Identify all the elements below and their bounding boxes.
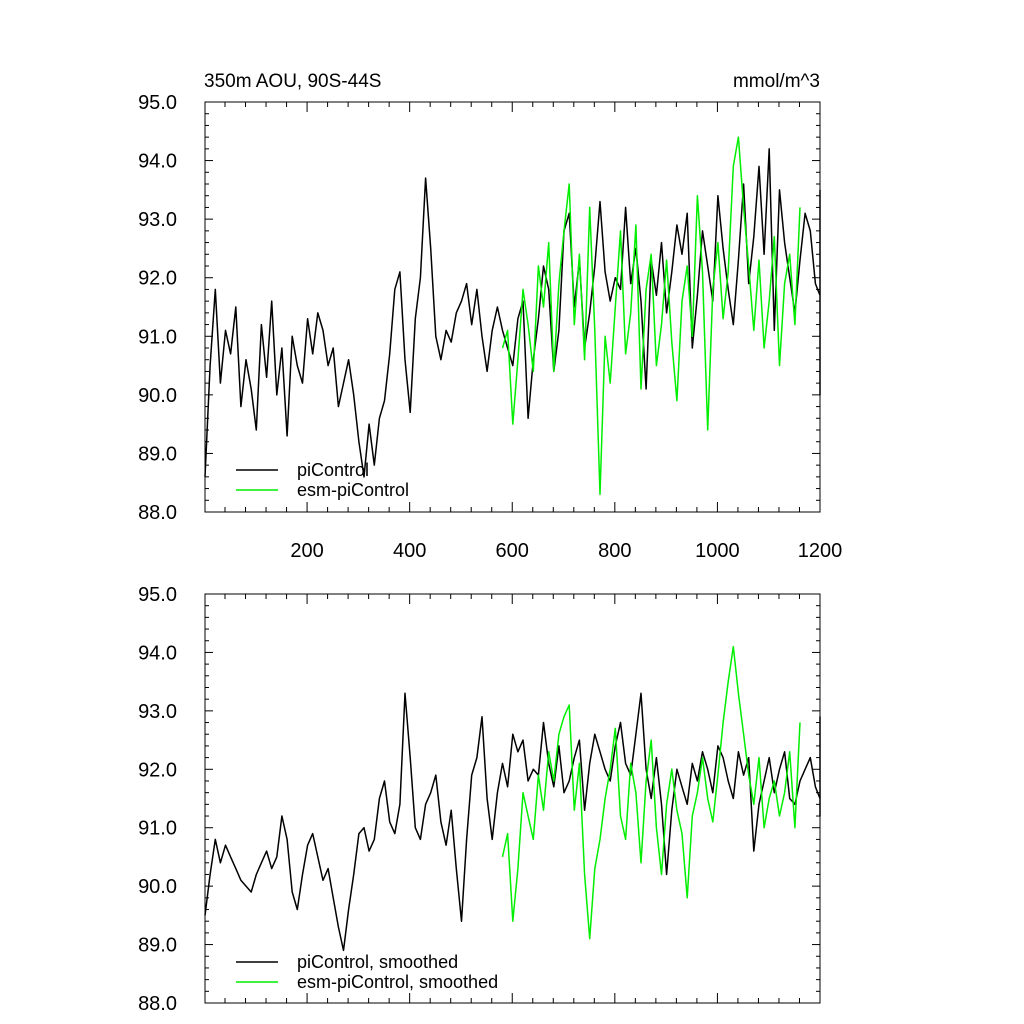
y-tick-label: 92.0 xyxy=(138,268,177,290)
y-tick-label: 89.0 xyxy=(138,935,177,957)
y-tick-label: 95.0 xyxy=(138,584,177,606)
x-tick-label: 1000 xyxy=(695,540,740,562)
x-tick-label: 800 xyxy=(598,540,631,562)
y-tick-label: 94.0 xyxy=(138,642,177,664)
bottom-panel: 88.0 89.0 90.0 91.0 92.0 93.0 94.0 95.0 piContro… xyxy=(138,584,821,1015)
series-line-picontrol xyxy=(204,148,821,478)
legend-label: piControl, smoothed xyxy=(297,952,458,972)
units-label: mmol/m^3 xyxy=(733,71,820,92)
y-tick-label: 90.0 xyxy=(138,876,177,898)
series-line-picontrol-smoothed xyxy=(204,692,821,952)
plot-frame xyxy=(204,593,821,1004)
chart-title: 350m AOU, 90S-44S xyxy=(204,71,381,92)
y-tick-label: 95.0 xyxy=(138,92,177,114)
top-panel: 88.0 89.0 90.0 91.0 92.0 93.0 94.0 95.0 200 400 60… xyxy=(138,92,842,562)
legend-label: esm-piControl xyxy=(297,480,409,500)
plot-frame xyxy=(204,101,821,513)
x-tick-label: 400 xyxy=(393,540,426,562)
legend-label: piControl xyxy=(297,460,369,480)
x-tick-label: 200 xyxy=(290,540,323,562)
y-tick-label: 94.0 xyxy=(138,151,177,173)
y-tick-label: 91.0 xyxy=(138,326,177,348)
y-tick-label: 93.0 xyxy=(138,209,177,231)
y-tick-label: 90.0 xyxy=(138,385,177,407)
legend-label: esm-piControl, smoothed xyxy=(297,972,498,992)
y-tick-label: 93.0 xyxy=(138,701,177,723)
series-line-esm-picontrol xyxy=(501,136,801,496)
y-tick-label: 91.0 xyxy=(138,818,177,840)
y-tick-label: 92.0 xyxy=(138,759,177,781)
y-tick-label: 89.0 xyxy=(138,443,177,465)
y-tick-label: 88.0 xyxy=(138,502,177,524)
series-line-esm-picontrol-smoothed xyxy=(501,645,801,940)
x-tick-label: 600 xyxy=(496,540,529,562)
x-tick-label: 1200 xyxy=(798,540,843,562)
y-tick-label: 88.0 xyxy=(138,993,177,1015)
